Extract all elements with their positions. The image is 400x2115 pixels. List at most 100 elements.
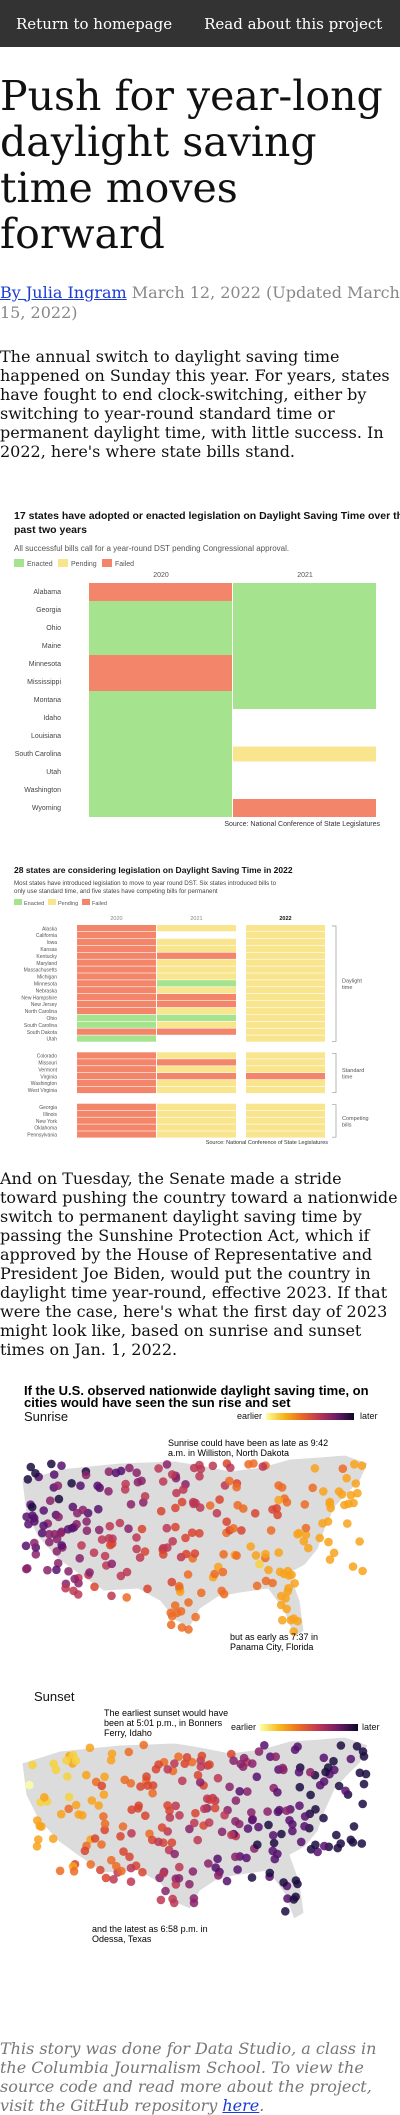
sunrise-legend-high: later — [360, 1411, 378, 1421]
chart1-state-label: Maine — [42, 643, 61, 650]
sunset-city-point — [288, 1820, 297, 1829]
sunset-city-point — [291, 1892, 301, 1902]
chart2-cell-enacted — [157, 980, 236, 987]
homepage-link[interactable]: Return to homepage — [16, 14, 173, 33]
chart2-cell-failed — [77, 966, 156, 973]
chart2-cell-pending — [157, 1117, 236, 1124]
sunrise-city-point — [26, 1462, 36, 1472]
sunrise-city-point — [135, 1553, 145, 1562]
chart2-cell-pending — [157, 1007, 236, 1015]
chart2-cell-pending — [246, 1021, 325, 1028]
sunrise-city-point — [172, 1488, 181, 1498]
sunset-city-point — [306, 1767, 315, 1777]
chart2-state-label: Ohio — [46, 1016, 57, 1022]
chart2-cell-failed — [77, 987, 156, 994]
byline: By Julia Ingram March 12, 2022 (Updated … — [0, 283, 400, 323]
sunset-city-point — [174, 1874, 184, 1883]
sunrise-city-point — [266, 1526, 276, 1535]
sunrise-city-point — [143, 1584, 152, 1594]
sunset-city-point — [143, 1781, 152, 1790]
chart2-cell-pending — [157, 1066, 236, 1073]
sunrise-city-point — [190, 1549, 200, 1558]
chart2-state-label: Missouri — [38, 1061, 57, 1067]
chart2-source: Source: National Conference of State Leg… — [206, 1140, 329, 1146]
chart1-cell-enacted — [233, 619, 376, 637]
chart2-cell-pending — [246, 1014, 325, 1021]
sunrise-city-point — [37, 1528, 47, 1538]
sunset-city-point — [213, 1854, 222, 1864]
sunrise-city-point — [355, 1537, 364, 1546]
sunrise-city-point — [170, 1601, 180, 1610]
chart2-legend-label-enacted: Enacted — [24, 901, 44, 907]
github-repo-link[interactable]: here — [222, 2096, 260, 2115]
sunset-city-point — [69, 1867, 79, 1876]
sunset-city-point — [138, 1867, 147, 1877]
chart2-legend-swatch-pending — [48, 899, 56, 905]
sunrise-city-point — [329, 1548, 339, 1558]
sunset-city-point — [277, 1829, 286, 1839]
chart2-cell-failed — [157, 1000, 236, 1008]
chart1-cell-enacted — [89, 763, 232, 781]
sunset-city-point — [359, 1779, 369, 1789]
chart2-state-label: Oklahoma — [34, 1126, 57, 1132]
chart1-cell-enacted — [89, 691, 232, 709]
chart1-cell-enacted — [233, 691, 376, 709]
sunrise-city-point — [293, 1529, 302, 1539]
sunset-city-point — [235, 1787, 244, 1796]
sunset-city-point — [211, 1863, 220, 1872]
chart2-state-label: Nebraska — [36, 988, 58, 994]
sunset-city-point — [25, 1780, 34, 1790]
chart2-cell-failed — [77, 980, 156, 987]
sunset-city-point — [334, 1781, 344, 1791]
sunset-city-point — [264, 1820, 273, 1830]
sunset-legend-high: later — [362, 1722, 380, 1732]
sunset-city-point — [175, 1862, 184, 1872]
sun-maps-chart: If the U.S. observed nationwide daylight… — [21, 1383, 380, 1944]
chart2-cell-pending — [246, 945, 325, 952]
chart1-cell-failed — [89, 673, 232, 691]
sunrise-city-point — [187, 1528, 197, 1537]
chart1-legend-swatch-enacted — [14, 559, 24, 567]
chart1-cell-enacted — [233, 673, 376, 691]
sunrise-city-point — [108, 1534, 117, 1543]
chart2-cell-failed — [77, 1028, 156, 1035]
sunset-city-point — [229, 1756, 238, 1765]
sunrise-city-point — [217, 1586, 226, 1596]
sunset-city-point — [100, 1772, 109, 1782]
about-project-link[interactable]: Read about this project — [204, 14, 383, 33]
chart1-state-label: Montana — [34, 697, 61, 704]
chart2-state-label: Pennsylvania — [27, 1133, 57, 1139]
chart2-state-label: Kentucky — [36, 954, 57, 960]
sunrise-city-point — [69, 1586, 78, 1596]
chart2-cell-failed — [77, 1059, 156, 1066]
chart2-cell-failed — [77, 1110, 156, 1117]
sunset-city-point — [34, 1835, 43, 1844]
author-link[interactable]: Julia Ingram — [25, 283, 127, 302]
sunrise-city-point — [156, 1506, 166, 1516]
chart2-cell-pending — [246, 1086, 325, 1094]
chart2-cell-failed — [77, 973, 156, 980]
sunrise-city-point — [195, 1529, 204, 1538]
sunrise-city-point — [281, 1594, 290, 1603]
chart2-cell-failed — [77, 1066, 156, 1073]
sunset-city-point — [336, 1741, 346, 1750]
sunrise-annotation-late-1: Sunrise could have been as late as 9:42 — [168, 1438, 328, 1448]
sunrise-city-point — [132, 1468, 141, 1477]
sunrise-city-point — [325, 1555, 335, 1564]
chart1-cell-enacted — [233, 601, 376, 619]
chart2-cell-pending — [157, 973, 236, 980]
sunset-city-point — [313, 1847, 322, 1857]
sunset-city-point — [214, 1871, 223, 1880]
sunrise-city-point — [184, 1598, 193, 1607]
sunrise-city-point — [115, 1518, 125, 1528]
sunrise-city-point — [319, 1487, 328, 1496]
publish-date: March 12, 2022 (Updated March 15, 2022) — [0, 283, 400, 322]
chart2-state-label: Washington — [31, 1081, 57, 1087]
chart2-cell-failed — [157, 1028, 236, 1035]
chart2-cell-pending — [157, 959, 236, 966]
sunset-city-point — [185, 1824, 194, 1834]
chart2-cell-failed — [246, 1073, 325, 1080]
sunset-city-point — [64, 1804, 73, 1814]
sunrise-city-point — [348, 1562, 358, 1571]
sunset-city-point — [271, 1752, 281, 1761]
